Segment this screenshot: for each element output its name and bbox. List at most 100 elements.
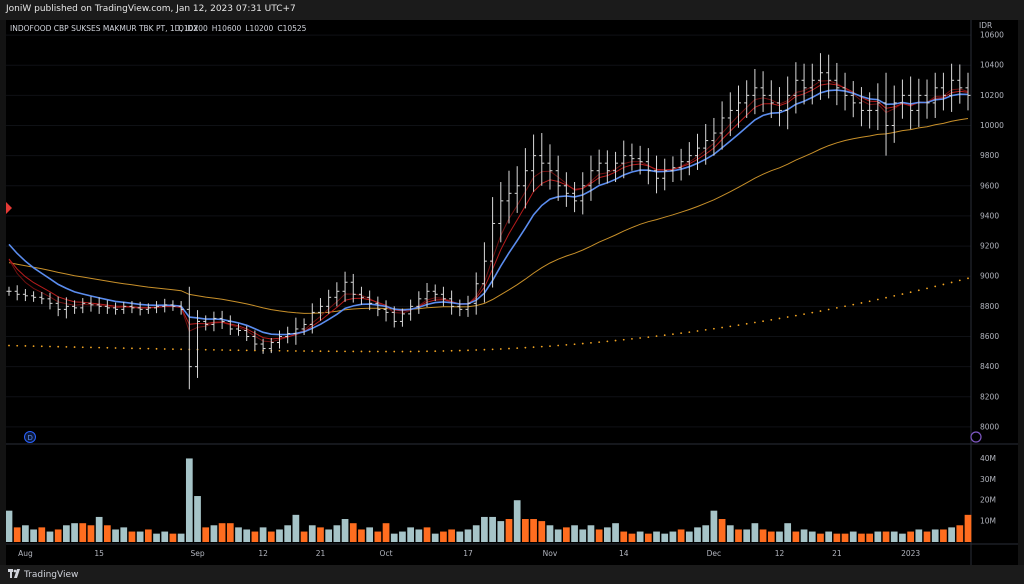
ohlc-bar-35	[293, 317, 299, 345]
volume-bar-3	[30, 529, 37, 542]
ohlc-bar-22	[186, 286, 192, 390]
ma-dot-99	[819, 310, 822, 312]
ma-dot-104	[860, 302, 863, 304]
ohlc-bars	[6, 53, 971, 390]
volume-bar-81	[669, 531, 677, 542]
ma-dot-43	[360, 350, 363, 353]
volume-bar-91	[751, 523, 759, 542]
ohlc-bar-114	[940, 72, 946, 111]
ma-dot-49	[409, 350, 412, 353]
ohlc-bar-61	[506, 170, 512, 224]
ma-dot-114	[942, 283, 945, 286]
x-tick-label-0: Aug	[18, 549, 33, 558]
tradingview-logo[interactable]: TradingView	[8, 569, 78, 580]
volume-bar-55	[456, 531, 464, 542]
ohlc-bar-40	[334, 282, 340, 307]
x-tick-label-4: 21	[316, 549, 326, 558]
ohlc-bar-8	[72, 300, 78, 314]
open-value: 10200	[184, 24, 208, 33]
volume-bar-87	[718, 519, 726, 542]
volume-bar-92	[759, 529, 767, 542]
ma-dot-41	[344, 350, 346, 353]
ma-dot-2	[24, 345, 27, 347]
x-tick-label-5: Oct	[380, 549, 393, 558]
ohlc-bar-42	[350, 273, 356, 303]
volume-bar-72	[595, 529, 603, 542]
x-tick-label-7: Nov	[543, 549, 558, 558]
volume-bar-1	[13, 527, 21, 542]
ohlc-bar-36	[301, 318, 307, 335]
ohlc-bar-7	[63, 297, 69, 319]
time-axis[interactable]: Aug 15 Sep 12 21 Oct 17 Nov 14 Dec 12 21 2023	[18, 549, 920, 558]
ohlc-bar-100	[826, 54, 832, 99]
ma-dot-83	[688, 331, 691, 333]
ma-dot-65	[540, 345, 543, 348]
ma-dot-18	[155, 347, 158, 350]
ma-dot-54	[450, 349, 453, 352]
ohlc-bar-102	[842, 72, 848, 111]
ma-dot-116	[958, 279, 961, 282]
volume-bar-103	[849, 531, 857, 542]
ohlc-bar-95	[785, 76, 791, 130]
ohlc-bar-25	[211, 311, 217, 332]
volume-bar-111	[915, 529, 923, 542]
ma-dot-50	[417, 350, 420, 353]
volume-bar-51	[423, 527, 431, 542]
ohlc-bar-93	[768, 80, 774, 118]
grid	[6, 34, 971, 428]
ma-dot-63	[524, 346, 527, 349]
ohlc-bar-64	[531, 134, 537, 192]
ohlc-bar-18	[154, 301, 160, 314]
event-d-icon[interactable]: D	[24, 431, 36, 443]
volume-bar-85	[702, 525, 710, 542]
ma-dot-36	[303, 350, 305, 352]
ohlc-bar-88	[727, 92, 733, 137]
volume-bar-98	[808, 531, 816, 542]
ma-dot-15	[131, 347, 133, 350]
ohlc-bar-56	[465, 295, 471, 317]
ohlc-bar-91	[752, 68, 758, 115]
volume-bar-36	[300, 531, 308, 542]
ma-dot-12	[106, 346, 109, 349]
ma-dot-3	[32, 345, 35, 348]
ohlc-bar-49	[408, 299, 414, 321]
ohlc-bar-31	[260, 338, 266, 354]
ma-dot-40	[335, 350, 338, 353]
volume-bar-16	[136, 531, 144, 542]
ohlc-bar-58	[481, 242, 487, 303]
y-tick-label-7: 9400	[980, 211, 999, 220]
ma-dot-27	[229, 349, 232, 352]
volume-bar-116	[956, 525, 964, 542]
ma-dot-44	[368, 350, 371, 353]
event-circle-icon[interactable]	[970, 431, 982, 443]
ohlc-bar-47	[391, 306, 397, 328]
ohlc-bar-72	[596, 149, 602, 185]
volume-bar-9	[79, 523, 87, 542]
ma-dot-14	[122, 347, 125, 350]
ohlc-bar-32	[268, 338, 274, 354]
ohlc-bar-115	[949, 63, 955, 112]
ma-dot-1	[16, 344, 19, 347]
volume-bar-33	[276, 529, 283, 542]
chart-title: INDOFOOD CBP SUKSES MAKMUR TBK PT, 1D, I…	[10, 24, 198, 33]
ma-dot-84	[696, 330, 699, 332]
ma-dot-77	[639, 337, 642, 339]
close-value: 10525	[283, 24, 307, 33]
volume-bar-10	[87, 525, 95, 542]
ohlc-bar-89	[735, 85, 741, 128]
ohlc-bar-80	[662, 158, 668, 191]
volume-bar-12	[103, 525, 111, 542]
tradingview-logo-icon	[8, 569, 20, 578]
ma-dot-61	[508, 347, 510, 350]
volume-bar-66	[546, 525, 554, 542]
ohlc-bar-57	[473, 272, 479, 315]
volume-bar-112	[923, 531, 931, 542]
ohlc-bar-21	[178, 301, 184, 315]
x-tick-label-11: 21	[832, 549, 842, 558]
ohlc-bar-5	[47, 292, 53, 310]
price-axis[interactable]: 8000 8200 8400 8600 8800 9000 9200 9400 9600 9800…	[980, 31, 1004, 432]
volume-bar-44	[366, 527, 374, 542]
ma-dot-110	[909, 291, 912, 294]
ohlc-bar-90	[744, 80, 750, 118]
ma-dot-108	[893, 295, 896, 297]
